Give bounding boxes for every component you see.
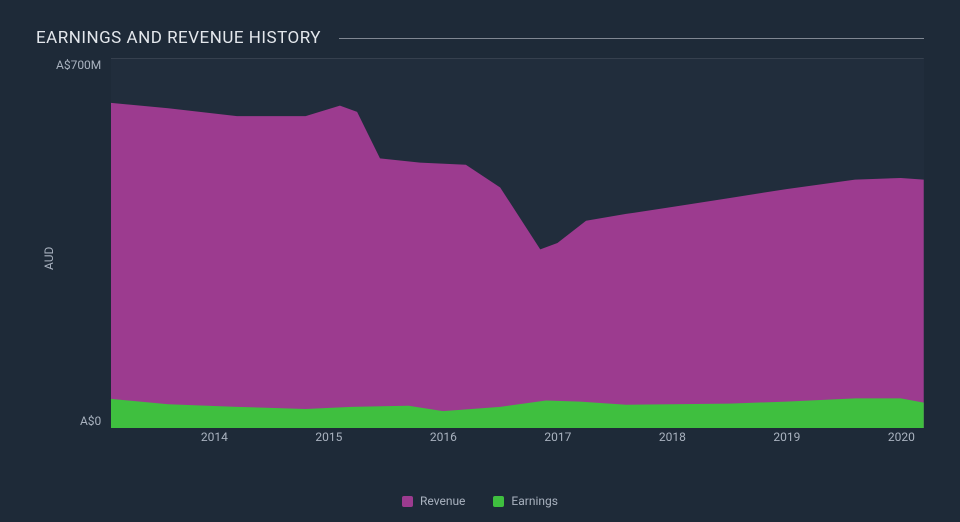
- title-row: EARNINGS AND REVENUE HISTORY: [36, 28, 924, 48]
- title-rule: [339, 38, 924, 39]
- y-tick-bottom: A$0: [80, 414, 101, 428]
- legend-label: Earnings: [511, 494, 558, 508]
- chart-title: EARNINGS AND REVENUE HISTORY: [36, 28, 321, 48]
- y-tick-labels: A$700M A$0: [56, 58, 111, 428]
- x-tick-label: 2019: [773, 430, 800, 444]
- chart-container: EARNINGS AND REVENUE HISTORY AUD A$700M …: [0, 0, 960, 522]
- legend-label: Revenue: [420, 494, 465, 508]
- x-tick-labels: 2014 2015 2016 2017 2018 2019 2020: [111, 430, 924, 450]
- x-tick-label: 2020: [888, 430, 915, 444]
- legend-item-earnings: Earnings: [493, 494, 558, 508]
- legend-item-revenue: Revenue: [402, 494, 465, 508]
- y-axis-label: AUD: [36, 58, 56, 458]
- legend: Revenue Earnings: [0, 494, 960, 508]
- y-tick-top: A$700M: [56, 58, 101, 72]
- legend-swatch: [402, 496, 413, 507]
- series-revenue: [111, 103, 924, 428]
- plot-area: 2014201520162017201820192020: [111, 58, 924, 428]
- x-tick-label: 2018: [659, 430, 686, 444]
- x-tick-label: 2016: [430, 430, 457, 444]
- legend-swatch: [493, 496, 504, 507]
- x-tick-label: 2015: [315, 430, 342, 444]
- x-tick-label: 2017: [544, 430, 571, 444]
- plot-wrap: AUD A$700M A$0 2014 2015 2016 2017 2018 2019 2…: [36, 58, 924, 458]
- x-tick-label: 2014: [201, 430, 228, 444]
- chart-svg: [111, 58, 924, 428]
